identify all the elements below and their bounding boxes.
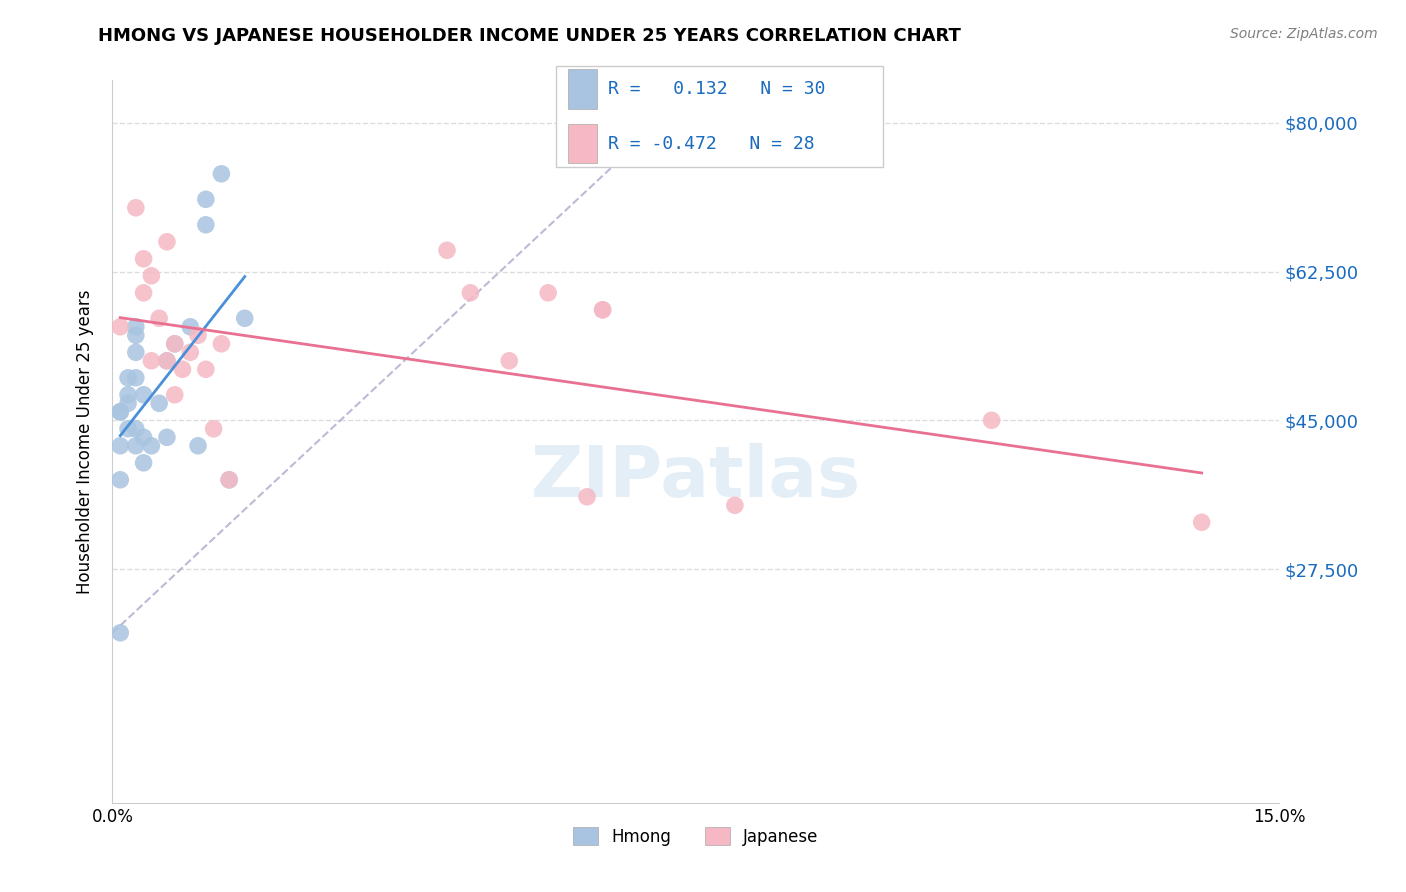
Point (132, 285, 155, 300)
Point (117, 422, 139, 436)
Point (110, 439, 132, 453)
Point (209, 167, 232, 181)
Point (436, 244, 458, 258)
Point (110, 473, 132, 487)
Text: R = -0.472   N = 28: R = -0.472 N = 28 (609, 135, 815, 153)
Point (163, 388, 186, 402)
Point (1191, 516, 1213, 530)
Bar (555, 66, 883, 167)
Point (132, 456, 155, 470)
Point (156, 353, 179, 368)
Point (132, 430, 155, 444)
Point (125, 371, 148, 385)
Point (125, 439, 148, 453)
Point (724, 498, 747, 512)
Text: HMONG VS JAPANESE HOUSEHOLDER INCOME UNDER 25 YEARS CORRELATION CHART: HMONG VS JAPANESE HOUSEHOLDER INCOME UND… (98, 27, 962, 45)
Point (125, 201, 148, 215)
Y-axis label: Householder Income Under 25 years: Householder Income Under 25 years (76, 289, 94, 594)
Point (218, 473, 240, 487)
Point (202, 422, 225, 436)
Point (110, 625, 132, 640)
Point (110, 405, 132, 419)
Point (592, 302, 614, 317)
Point (132, 252, 155, 266)
Point (148, 311, 170, 326)
Point (498, 353, 520, 368)
Point (110, 319, 132, 334)
Point (209, 336, 232, 351)
Point (980, 413, 1002, 427)
Text: ZIPatlas: ZIPatlas (531, 443, 860, 512)
Point (163, 336, 186, 351)
Point (172, 362, 194, 376)
Point (156, 430, 179, 444)
Point (194, 362, 217, 376)
Text: Source: ZipAtlas.com: Source: ZipAtlas.com (1230, 27, 1378, 41)
Point (179, 319, 201, 334)
Point (163, 336, 186, 351)
Point (148, 396, 170, 410)
Legend: Hmong, Japanese: Hmong, Japanese (567, 821, 825, 852)
Bar (568, 70, 596, 109)
Point (132, 388, 155, 402)
Point (110, 405, 132, 419)
Point (125, 422, 148, 436)
Point (156, 353, 179, 368)
Bar (568, 124, 596, 163)
Point (125, 319, 148, 334)
Point (233, 311, 256, 326)
Point (194, 218, 217, 232)
Point (576, 490, 599, 504)
Text: R =   0.132   N = 30: R = 0.132 N = 30 (609, 80, 825, 98)
Point (141, 353, 163, 368)
Point (592, 302, 614, 317)
Point (125, 328, 148, 343)
Point (537, 285, 560, 300)
Point (187, 328, 209, 343)
Point (117, 396, 139, 410)
Point (187, 439, 209, 453)
Point (141, 268, 163, 283)
Point (117, 388, 139, 402)
Point (194, 192, 217, 206)
Point (156, 235, 179, 249)
Point (141, 439, 163, 453)
Point (125, 345, 148, 359)
Point (117, 371, 139, 385)
Point (218, 473, 240, 487)
Point (460, 285, 482, 300)
Point (179, 345, 201, 359)
